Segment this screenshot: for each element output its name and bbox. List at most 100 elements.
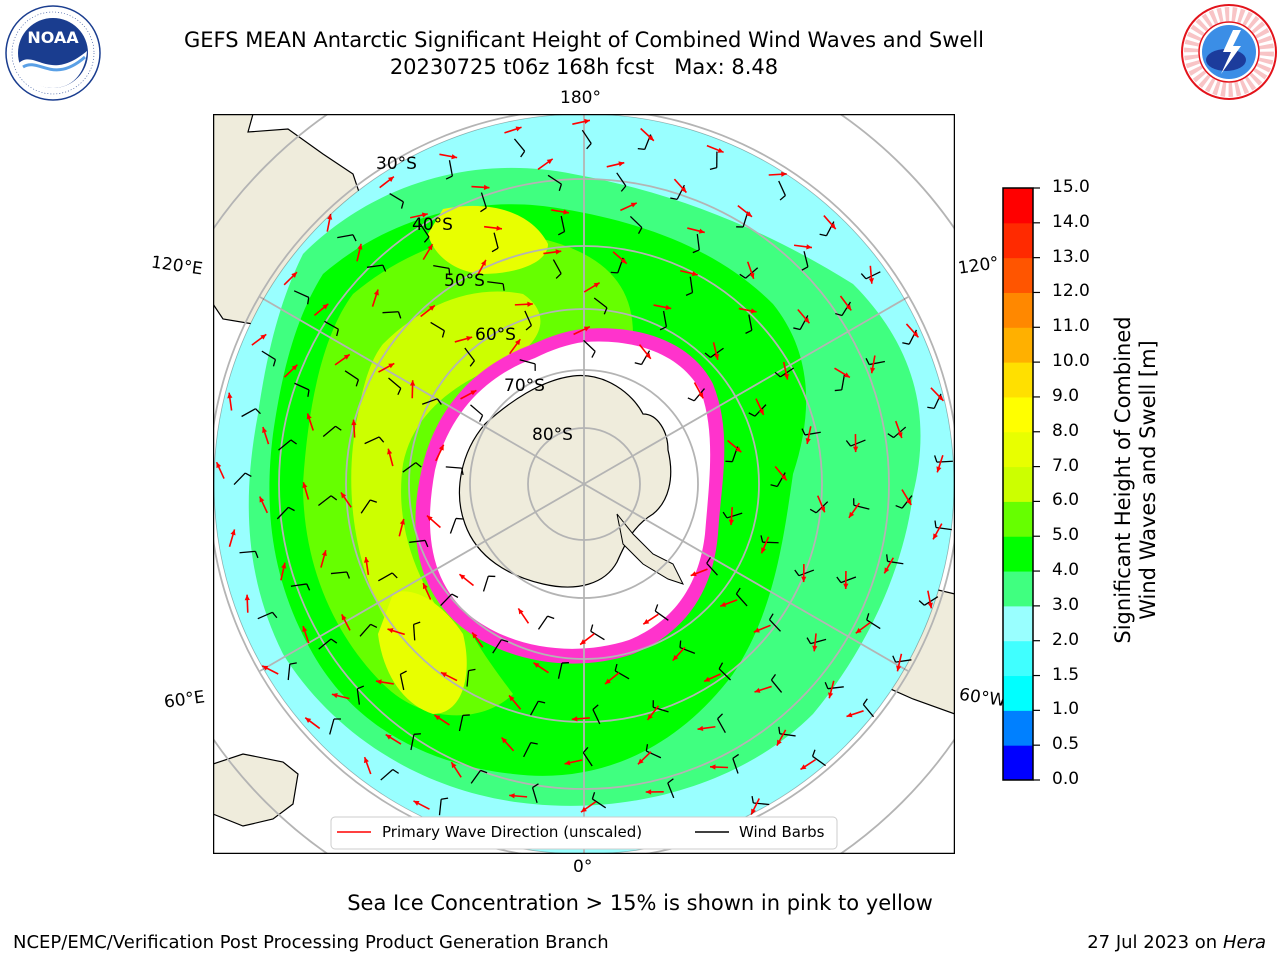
wind-barb-feather: [468, 668, 476, 672]
wind-barb-staff: [798, 569, 815, 577]
wind-barb-staff: [366, 264, 383, 268]
wave-arrow-head: [896, 665, 902, 672]
wind-barb-feather: [445, 175, 453, 180]
wind-barb-staff: [908, 329, 918, 345]
wave-arrow-head: [751, 808, 756, 815]
wave-arrow-head: [912, 331, 919, 338]
wave-arrow-head: [713, 353, 720, 360]
wave-arrow-head: [302, 626, 308, 633]
wind-barb-staff: [322, 425, 336, 437]
wind-barb-feather: [307, 389, 310, 397]
wind-barb-staff: [547, 174, 562, 185]
wind-barb-staff: [445, 466, 462, 469]
wave-arrow-head: [698, 228, 705, 234]
wind-barb-feather: [902, 342, 910, 345]
wind-barb-feather: [685, 291, 693, 296]
wind-barb-staff: [433, 265, 450, 269]
wind-barb-staff: [330, 571, 347, 575]
wind-barb-feather: [502, 283, 505, 291]
wave-arrow-head: [843, 583, 849, 590]
wind-barb-staff: [276, 506, 289, 520]
legend-wave-label: Primary Wave Direction (unscaled): [382, 823, 642, 841]
wind-barb-feather: [413, 621, 421, 626]
wave-arrow-head: [691, 271, 698, 277]
wind-barb-staff: [318, 495, 332, 507]
wave-arrow-head: [620, 258, 627, 264]
wind-barb-feather: [704, 352, 711, 358]
wind-barb-feather: [801, 266, 809, 271]
wind-barb-staff: [923, 596, 939, 606]
wind-barb-feather: [424, 540, 429, 548]
wind-barb-staff: [799, 315, 809, 330]
noaa-logo-text: NOAA: [27, 28, 79, 47]
wave-direction-arrows: [215, 118, 945, 815]
wind-barb-feather: [809, 508, 817, 514]
wind-barb-staff: [592, 709, 601, 725]
wind-barb-feather: [335, 425, 342, 431]
lon-label-60e: 60°E: [162, 687, 207, 713]
wave-arrow-head: [244, 594, 250, 601]
wind-barb-staff: [278, 439, 292, 451]
wind-barb-feather: [355, 379, 360, 387]
wave-arrow-head: [704, 676, 711, 682]
wave-arrow-head: [710, 764, 716, 770]
wind-barb-feather: [451, 593, 459, 598]
wind-barb-staff: [654, 610, 669, 621]
wind-barb-feather: [835, 312, 843, 317]
antarctica-land: [458, 374, 672, 588]
wind-barb-staff: [706, 562, 718, 576]
wave-arrow-head: [728, 519, 734, 526]
wave-arrow-head: [758, 408, 764, 415]
wind-barb-staff: [552, 259, 562, 274]
wave-arrow-head: [262, 665, 269, 671]
wave-arrow-head: [509, 793, 515, 799]
wave-arrow-head: [533, 662, 540, 668]
wave-arrow-head: [812, 645, 818, 652]
wind-barb-feather: [469, 360, 475, 367]
wave-arrow-head: [783, 373, 789, 380]
wind-barb-staff: [422, 398, 438, 405]
wave-arrow-head: [645, 789, 652, 795]
lat-label-50s: 50°S: [444, 271, 485, 291]
wind-barb-feather: [706, 557, 712, 564]
wind-barb-staff: [530, 700, 539, 716]
wave-arrow-head: [281, 562, 287, 569]
wave-arrow-head: [846, 712, 853, 718]
wave-arrow-head: [717, 147, 724, 153]
wind-barb-feather: [770, 673, 777, 681]
wave-arrow-head: [645, 352, 651, 359]
wind-barb-staff: [869, 360, 886, 366]
wind-barb-feather: [748, 412, 756, 417]
wind-barb-feather: [927, 406, 935, 410]
wind-barb-feather: [610, 271, 618, 274]
wind-barb-staff: [399, 674, 405, 691]
wind-barb-staff: [732, 758, 739, 774]
wave-arrow-head: [451, 762, 457, 769]
wave-arrow-head: [828, 692, 834, 699]
wave-arrow-head: [385, 734, 392, 740]
wave-arrow-head: [593, 282, 600, 288]
wind-barb-staff: [344, 370, 359, 381]
wind-barb-feather: [555, 273, 562, 279]
wind-barb-feather: [620, 185, 627, 192]
wind-barb-staff: [470, 404, 484, 416]
colorbar-segment: [1003, 396, 1033, 433]
wind-barb-staff: [470, 769, 482, 784]
colorbar-tick-label: 1.5: [1052, 664, 1080, 685]
wave-arrow-head: [697, 725, 704, 732]
date-text: 27 Jul 2023 on: [1087, 932, 1223, 953]
wave-arrow-head: [341, 614, 347, 621]
wind-barb-staff: [388, 377, 402, 389]
lat-label-80s: 80°S: [532, 425, 573, 445]
sea-ice-note: Sea Ice Concentration > 15% is shown in …: [347, 891, 933, 915]
wind-barb-staff: [356, 688, 361, 705]
wind-barb-staff: [748, 314, 753, 331]
wind-barb-feather: [392, 768, 400, 774]
wind-barb-staff: [583, 339, 596, 352]
wave-arrow-head: [302, 482, 308, 489]
colorbar-segment: [1003, 745, 1033, 781]
wind-barb-feather: [634, 362, 642, 366]
wave-arrow-head: [387, 628, 394, 634]
wind-barb-staff: [840, 576, 857, 584]
wave-arrow-head: [440, 672, 447, 678]
